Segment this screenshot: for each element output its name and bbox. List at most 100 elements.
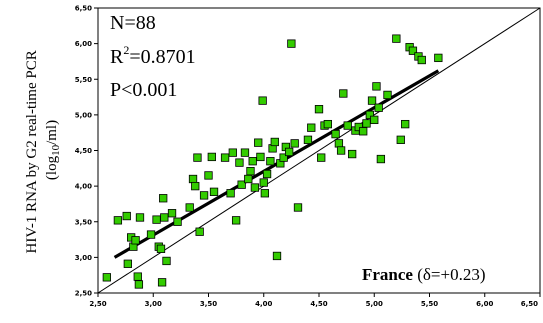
data-point [134,280,144,289]
data-point [152,215,161,224]
data-point [367,96,377,105]
data-point [195,227,204,236]
y-axis-label: HIV-1 RNA by G2 real-time PCR (log10/ml) [24,47,62,254]
r2-superscript: 2 [123,43,129,57]
y-tick-label: 6,00 [75,40,92,48]
data-point [279,153,288,162]
data-point [162,256,171,266]
data-point [434,53,443,63]
data-point [185,203,194,212]
data-point [159,194,168,203]
delta-value: (δ=+0.23) [413,265,486,284]
data-point [339,89,348,98]
data-point [133,272,142,281]
data-point [272,251,282,261]
data-point [334,139,344,148]
y-axis-ticks: 2,50 3,00 3,50 4,00 4,50 5,00 5,50 6,00 6,50 [75,5,98,298]
n-annotation: N=88 [110,12,156,34]
data-point [231,216,241,225]
data-point [314,105,324,114]
y-tick-label: 2,50 [75,290,92,298]
data-point [408,46,418,55]
data-point [254,138,263,147]
data-point [160,213,169,222]
x-tick-label: 2,50 [89,300,106,308]
data-point [266,157,275,166]
data-point [417,55,426,65]
data-point [370,115,379,125]
data-point [157,278,167,287]
x-tick-label: 3,00 [145,300,162,308]
data-point [122,211,131,221]
x-tick-label: 6,50 [521,300,538,308]
data-point [193,153,202,162]
y-tick-label: 5,50 [75,76,92,84]
x-tick-label: 5,00 [366,300,383,308]
r2-annotation: R2=0.8701 [110,43,196,68]
data-point [131,236,140,245]
data-point [285,147,294,157]
y-axis-label-line2: (log10/ml) [44,120,62,180]
data-point [146,230,156,239]
data-point [383,90,392,100]
y-tick-label: 4,00 [75,183,92,191]
data-point [237,180,246,189]
region-name: France [362,265,413,284]
data-point [307,123,316,132]
data-point [401,119,410,129]
data-point [331,129,340,139]
data-point [259,178,268,187]
y-axis-label-part-log: (log [44,155,60,180]
data-point [156,244,166,253]
data-point [290,139,299,148]
data-point [343,121,352,130]
data-point [102,273,111,282]
data-point [199,191,209,200]
y-axis-label-line1: HIV-1 RNA by G2 real-time PCR [24,50,40,253]
data-points [102,34,443,289]
data-point [204,171,213,180]
data-point [207,152,216,162]
data-point [235,158,244,167]
x-tick-label: 3,50 [200,300,217,308]
data-point [317,153,326,162]
data-point [392,34,401,43]
data-point [191,181,200,191]
data-point [303,135,313,144]
data-point [256,152,265,162]
y-tick-label: 5,00 [75,111,92,119]
data-point [226,189,235,198]
x-tick-label: 4,00 [255,300,272,308]
data-point [359,127,368,136]
data-point [323,119,332,129]
data-point [113,216,123,225]
data-point [220,153,230,162]
r2-base: R [110,46,124,68]
data-point [376,154,386,164]
x-tick-label: 6,00 [476,300,493,308]
data-point [135,213,145,222]
data-point [240,148,250,157]
y-axis-label-part-unit: /ml) [44,120,60,145]
r2-value: =0.8701 [129,46,195,68]
identity-line [97,7,541,294]
data-point [260,189,270,198]
data-point [365,110,374,120]
data-point [374,103,383,112]
data-point [287,39,296,48]
data-point [347,149,357,159]
data-point [372,82,381,91]
data-point [396,135,405,144]
data-point [167,209,177,218]
data-point [173,217,182,226]
data-point [262,169,272,179]
data-point [209,187,219,196]
data-point [250,183,260,192]
data-point [270,137,279,147]
x-axis-ticks: 2,50 3,00 3,50 4,00 4,50 5,00 5,50 6,00 6,50 [89,293,541,308]
data-point [362,119,371,128]
data-point [244,174,253,184]
y-tick-label: 6,50 [75,5,92,13]
data-point [293,203,303,212]
